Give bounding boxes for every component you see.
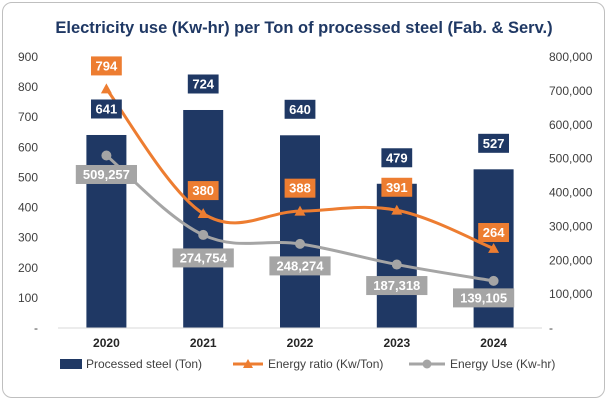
left-tick-label: 900 bbox=[18, 50, 38, 64]
ratio-label-2024-group: 264 bbox=[478, 223, 509, 243]
ratio-label-2020: 794 bbox=[96, 58, 118, 73]
energy-label-2020-box bbox=[75, 164, 137, 184]
energy-label-2024: 139,105 bbox=[460, 290, 507, 305]
energy-label-2021-group: 274,754 bbox=[172, 248, 234, 268]
bar-label-2020-box bbox=[91, 99, 122, 119]
x-tick-label: 2024 bbox=[480, 336, 507, 350]
right-tick-label: 400,000 bbox=[549, 186, 593, 200]
bar-label-2020-group: 641 bbox=[91, 99, 122, 119]
x-tick-label: 2023 bbox=[383, 336, 410, 350]
energy-use-point-2021 bbox=[198, 229, 209, 240]
energy-use-point-2024 bbox=[488, 275, 499, 286]
bar-2022 bbox=[280, 135, 320, 328]
x-tick-label: 2022 bbox=[287, 336, 314, 350]
energy-label-2022-box bbox=[269, 256, 331, 276]
energy-ratio-point-2024 bbox=[488, 243, 500, 253]
right-tick-label: 500,000 bbox=[549, 152, 593, 166]
energy-use-point-2022 bbox=[295, 238, 305, 249]
ratio-label-2022-box bbox=[284, 178, 316, 198]
right-tick-label: 800,000 bbox=[549, 50, 593, 64]
ratio-label-2021-group: 380 bbox=[187, 181, 219, 201]
ratio-label-2024-box bbox=[478, 223, 509, 243]
ratio-label-2023-box bbox=[381, 177, 413, 197]
energy-label-2021: 274,754 bbox=[180, 250, 228, 265]
energy-label-2022-group: 248,274 bbox=[269, 256, 331, 276]
right-tick-label: 200,000 bbox=[549, 253, 593, 267]
bar-label-2022-box bbox=[284, 99, 316, 119]
bar-label-2023-box bbox=[381, 148, 413, 168]
right-tick-label: 600,000 bbox=[549, 118, 593, 132]
ratio-label-2020-group: 794 bbox=[91, 56, 122, 76]
left-tick-label: 800 bbox=[18, 80, 38, 94]
bars bbox=[86, 109, 514, 329]
left-tick-label: 400 bbox=[18, 201, 38, 215]
ratio-label-2024: 264 bbox=[483, 225, 505, 240]
bar-label-2023-group: 479 bbox=[381, 148, 413, 168]
legend-label-energy-use: Energy Use (Kw-hr) bbox=[450, 357, 555, 371]
bar-label-2022: 640 bbox=[289, 102, 311, 117]
x-tick-label: 2020 bbox=[93, 336, 120, 350]
left-tick-label: 600 bbox=[18, 140, 38, 154]
bar-label-2024-group: 527 bbox=[478, 133, 509, 153]
data-labels: 641 724 640 479 527 794 380 388 391 264 509,257 274… bbox=[75, 56, 515, 308]
right-axis: - 100,000 200,000 300,000 400,000 500,000 600,… bbox=[549, 50, 593, 335]
left-tick-label: 200 bbox=[18, 261, 38, 275]
lines bbox=[100, 83, 500, 286]
ratio-label-2022-group: 388 bbox=[284, 178, 316, 198]
energy-label-2023-box bbox=[366, 276, 428, 296]
bar-2020 bbox=[86, 134, 127, 328]
bar-label-2021: 724 bbox=[192, 76, 214, 91]
ratio-label-2021: 380 bbox=[192, 183, 214, 198]
right-tick-label: 100,000 bbox=[549, 287, 593, 301]
energy-ratio-point-2021 bbox=[197, 208, 209, 218]
energy-label-2020: 509,257 bbox=[83, 167, 130, 182]
ratio-label-2023-group: 391 bbox=[381, 177, 413, 197]
legend-marker-energy-use bbox=[422, 359, 432, 369]
bar-label-2024: 527 bbox=[483, 136, 505, 151]
chart-title: Electricity use (Kw-hr) per Ton of proce… bbox=[55, 19, 552, 37]
bar-label-2021-box bbox=[187, 74, 219, 94]
energy-use-point-2020 bbox=[101, 150, 112, 161]
energy-label-2021-box bbox=[172, 248, 234, 268]
left-tick-label: 700 bbox=[18, 110, 38, 124]
energy-use-point-2023 bbox=[391, 259, 402, 270]
ratio-label-2021-box bbox=[187, 181, 219, 201]
ratio-label-2022: 388 bbox=[289, 181, 311, 196]
bar-label-2024-box bbox=[478, 133, 509, 153]
energy-ratio-line bbox=[105, 87, 495, 250]
energy-ratio-point-2022 bbox=[294, 205, 306, 216]
legend-swatch-processed-steel bbox=[60, 359, 82, 369]
energy-ratio-point-2023 bbox=[391, 204, 403, 215]
x-tick-label: 2021 bbox=[190, 336, 217, 350]
left-tick-label: 300 bbox=[18, 231, 38, 245]
energy-label-2024-box bbox=[453, 288, 515, 308]
left-tick-label: - bbox=[34, 321, 38, 335]
legend-label-processed-steel: Processed steel (Ton) bbox=[86, 357, 202, 371]
left-axis: - 100 200 300 400 500 600 700 800 900 bbox=[18, 50, 38, 335]
energy-ratio-point-2020 bbox=[100, 83, 112, 94]
right-tick-label: 700,000 bbox=[549, 84, 593, 98]
energy-label-2020-group: 509,257 bbox=[75, 164, 137, 184]
x-axis: 2020 2021 2022 2023 2024 bbox=[58, 327, 542, 350]
bar-label-2020: 641 bbox=[96, 101, 118, 116]
bar-label-2023: 479 bbox=[386, 150, 408, 165]
legend: Processed steel (Ton) Energy ratio (Kw/To… bbox=[60, 357, 555, 371]
bar-label-2021-group: 724 bbox=[187, 74, 219, 94]
left-tick-label: 100 bbox=[18, 291, 38, 305]
energy-label-2023-group: 187,318 bbox=[366, 276, 428, 296]
bar-label-2022-group: 640 bbox=[284, 99, 316, 119]
energy-label-2023: 187,318 bbox=[373, 278, 420, 293]
energy-label-2022: 248,274 bbox=[277, 258, 325, 273]
right-tick-label: - bbox=[549, 321, 553, 335]
energy-label-2024-group: 139,105 bbox=[453, 288, 515, 308]
legend-marker-energy-ratio bbox=[243, 359, 253, 368]
ratio-label-2020-box bbox=[91, 56, 122, 76]
legend-label-energy-ratio: Energy ratio (Kw/Ton) bbox=[268, 357, 383, 371]
right-tick-label: 300,000 bbox=[549, 219, 593, 233]
left-tick-label: 500 bbox=[18, 170, 38, 184]
ratio-label-2023: 391 bbox=[386, 180, 408, 195]
